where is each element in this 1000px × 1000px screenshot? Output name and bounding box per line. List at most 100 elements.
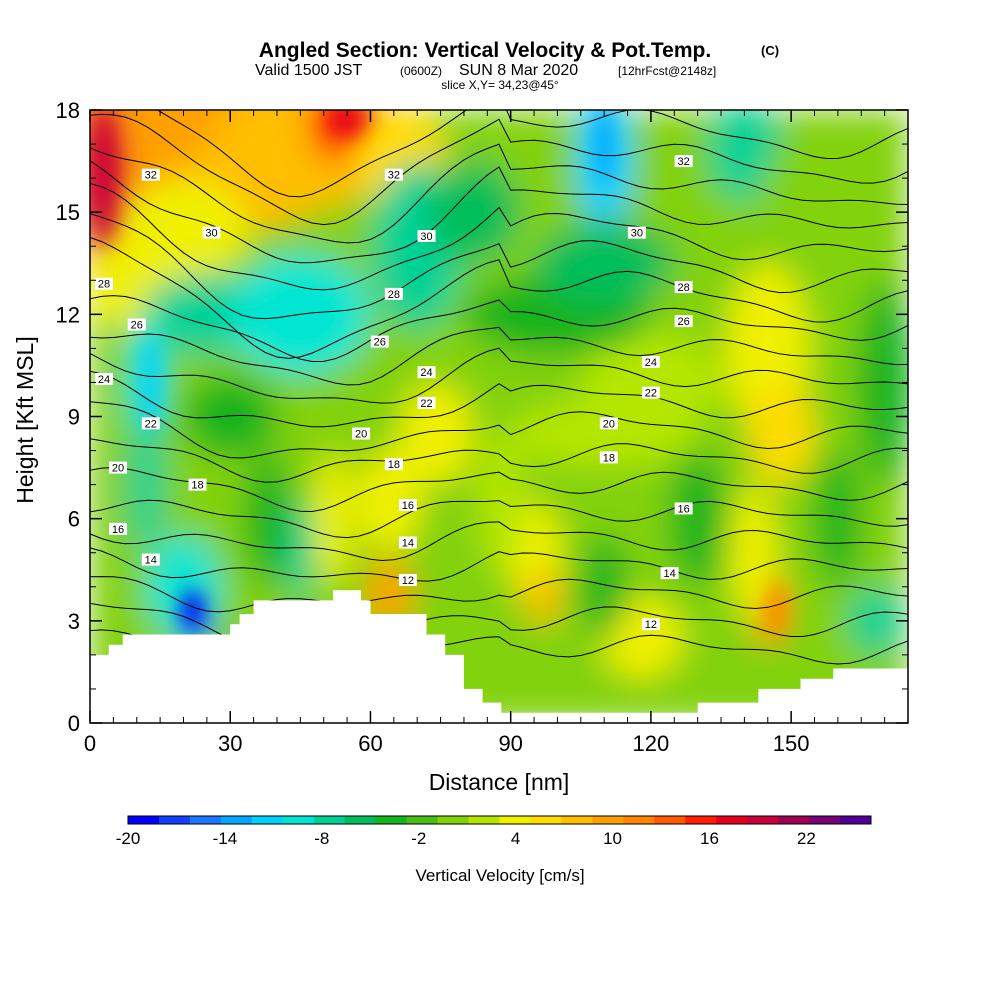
contour-label-box — [641, 618, 660, 631]
colorbar-tick-label: 10 — [603, 829, 622, 848]
colorbar-swatch — [220, 816, 253, 824]
valid-time-prefix: Valid 1500 JST — [255, 62, 363, 79]
colorbar-swatch — [468, 816, 500, 824]
valid-time-utc: (0600Z) — [400, 64, 442, 78]
contour-label-box — [202, 226, 221, 239]
colorbar-swatch — [251, 816, 284, 824]
contour-label: 32 — [145, 170, 157, 182]
contour-label: 22 — [145, 418, 157, 430]
theta-contour-line — [90, 499, 908, 539]
theta-contour-labels: 32 32 32 30 30 30 28 28 28 26 26 26 24 24 24 22 22 22 20 20… — [95, 155, 693, 631]
colorbar-swatch — [809, 816, 841, 824]
contour-label: 28 — [678, 282, 690, 294]
theta-contour-line — [90, 113, 908, 226]
contour-label-box — [674, 281, 693, 294]
y-tick-label: 15 — [56, 200, 80, 225]
contour-label-box — [109, 461, 128, 474]
slice-info: slice X,Y= 34,23@45° — [441, 78, 559, 92]
theta-contour-line — [90, 466, 908, 513]
x-tick-label: 150 — [773, 731, 810, 756]
axis-ticks: 0 30 60 90 120 150 0 3 6 9 12 15 18 — [56, 98, 908, 756]
contour-label-box — [660, 567, 679, 580]
contour-label-box — [417, 366, 436, 379]
colorbar-swatch — [406, 816, 439, 824]
contour-label-box — [384, 168, 403, 181]
colorbar-tick-label: 16 — [700, 829, 719, 848]
contour-label: 18 — [191, 480, 203, 492]
terrain-mask — [90, 590, 908, 723]
contour-label: 12 — [402, 575, 414, 587]
colorbar-swatch — [685, 816, 717, 824]
chart-title: Angled Section: Vertical Velocity & Pot.… — [259, 39, 711, 62]
y-tick-label: 9 — [68, 405, 80, 430]
contour-label-box — [352, 427, 371, 440]
contour-label: 16 — [402, 500, 414, 512]
contour-label-box — [417, 230, 436, 243]
colorbar-swatch — [344, 816, 377, 824]
colorbar: -20 -14 -8 -2 4 10 16 22 — [116, 815, 872, 848]
contour-label-box — [674, 502, 693, 515]
colorbar-swatch — [437, 816, 470, 824]
colorbar-swatch — [499, 816, 531, 824]
colorbar-swatch — [530, 816, 562, 824]
colorbar-swatch — [716, 816, 748, 824]
contour-label: 20 — [355, 429, 367, 441]
theta-contour-line — [90, 438, 908, 483]
contour-label: 18 — [603, 452, 615, 464]
theta-contour-line — [90, 326, 908, 386]
x-axis-label: Distance [nm] — [429, 769, 570, 795]
contour-label: 20 — [603, 418, 615, 430]
contour-label-box — [141, 553, 160, 566]
contour-label-box — [384, 458, 403, 471]
velocity-field — [90, 110, 908, 723]
x-tick-label: 60 — [358, 731, 382, 756]
colorbar-swatch — [158, 816, 191, 824]
contour-label: 14 — [663, 568, 675, 580]
x-tick-label: 90 — [498, 731, 522, 756]
contour-label: 16 — [112, 524, 124, 536]
colorbar-tick-label: -20 — [116, 829, 141, 848]
colorbar-frame — [127, 815, 872, 825]
contour-label-box — [398, 573, 417, 586]
theta-contour-line — [90, 347, 908, 404]
y-tick-label: 0 — [68, 711, 80, 736]
contour-label: 12 — [645, 619, 657, 631]
contour-label-box — [641, 356, 660, 369]
contour-label-box — [95, 277, 114, 290]
contour-label: 32 — [678, 156, 690, 168]
colorbar-tick-label: 22 — [797, 829, 816, 848]
contour-label-box — [398, 499, 417, 512]
contour-label-box — [599, 417, 618, 430]
theta-contour-line — [90, 547, 908, 582]
contour-label: 18 — [388, 459, 400, 471]
contour-label: 28 — [98, 279, 110, 291]
contour-label-box — [398, 536, 417, 549]
contour-label-box — [417, 396, 436, 409]
colorbar-swatch — [623, 816, 655, 824]
contour-label: 24 — [98, 374, 110, 386]
contour-label: 32 — [388, 170, 400, 182]
colorbar-tick-label: 4 — [511, 829, 520, 848]
colorbar-swatch — [282, 816, 315, 824]
contour-label-box — [109, 522, 128, 535]
contour-label-box — [384, 287, 403, 300]
contour-label: 30 — [631, 228, 643, 240]
theta-contour-line — [90, 401, 908, 459]
contour-label: 14 — [145, 555, 157, 567]
contour-label-box — [641, 386, 660, 399]
forecast-info: [12hrFcst@2148z] — [618, 64, 716, 78]
contour-label-box — [95, 373, 114, 386]
colorbar-swatch — [654, 816, 686, 824]
contour-label: 24 — [420, 367, 432, 379]
contour-label-box — [674, 155, 693, 168]
contour-label-box — [674, 315, 693, 328]
contour-label: 30 — [420, 231, 432, 243]
contour-label: 20 — [112, 463, 124, 475]
colorbar-swatch — [561, 816, 593, 824]
chart-title-unit-mark: (C) — [761, 43, 779, 58]
colorbar-swatch — [189, 816, 222, 824]
x-tick-label: 30 — [218, 731, 242, 756]
theta-contour-line — [90, 143, 908, 244]
theta-contour-line — [90, 213, 908, 320]
